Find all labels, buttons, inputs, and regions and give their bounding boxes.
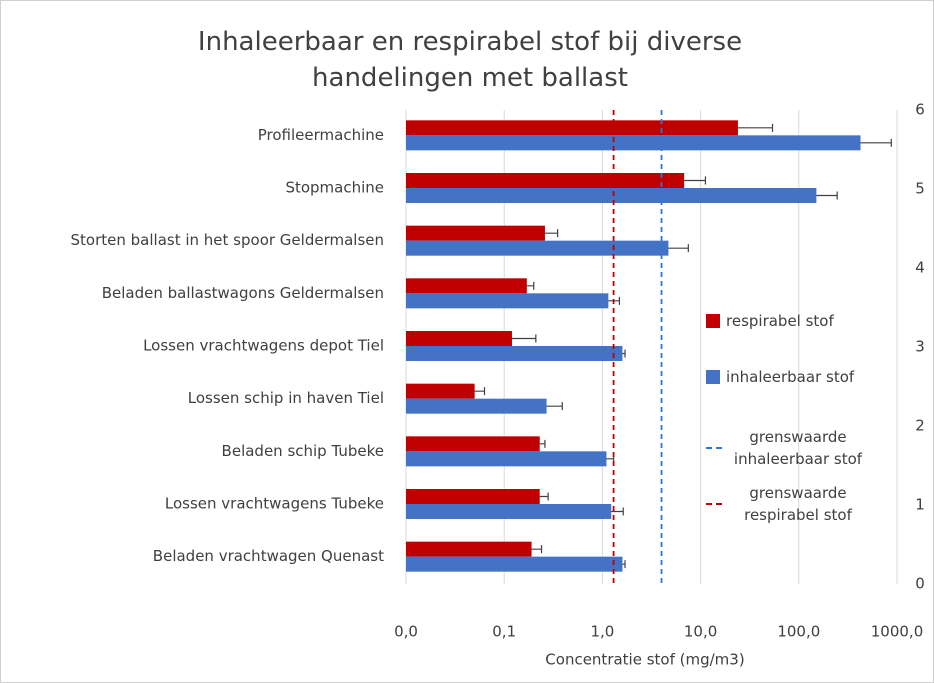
error-bar <box>611 507 624 516</box>
x-tick-label: 10,0 <box>684 623 717 641</box>
y-tick-label: Profileermachine <box>258 126 384 144</box>
legend-swatch <box>706 314 720 328</box>
error-bar <box>526 281 535 290</box>
bar <box>406 489 540 504</box>
error-bar <box>474 387 486 396</box>
legend-swatch <box>706 503 722 505</box>
error-bar <box>539 492 549 501</box>
bar <box>406 188 817 203</box>
y-tick-label: Stopmachine <box>285 179 384 197</box>
error-bar <box>737 123 774 132</box>
bar <box>406 346 623 361</box>
bar <box>406 556 623 572</box>
legend-swatch <box>706 370 720 384</box>
error-bar <box>816 191 838 200</box>
error-bar <box>539 439 546 448</box>
y-tick-label: Beladen vrachtwagen Quenast <box>153 547 384 565</box>
y-tick-label: Storten ballast in het spoor Geldermalse… <box>71 231 384 249</box>
bar <box>406 120 738 136</box>
x-tick-label: 1,0 <box>590 623 614 641</box>
legend-label: grenswaarde inhaleerbaar stof <box>733 428 863 468</box>
bar <box>406 451 607 467</box>
y2-tick-label: 2 <box>915 417 925 435</box>
x-tick-label: 100,0 <box>777 623 820 641</box>
legend-label: respirabel stof <box>726 312 834 330</box>
bar <box>406 383 475 399</box>
y2-tick-label: 1 <box>915 496 925 514</box>
error-bar <box>622 349 626 358</box>
y-tick-label: Lossen vrachtwagens Tubeke <box>165 495 384 513</box>
bar <box>406 331 512 346</box>
bar <box>406 504 612 519</box>
error-bar <box>668 244 689 253</box>
error-bar <box>622 560 626 569</box>
error-bar <box>544 229 559 238</box>
y-tick-label: Beladen ballastwagons Geldermalsen <box>102 284 384 302</box>
y2-tick-label: 3 <box>915 338 925 356</box>
bar <box>406 293 609 309</box>
x-tick-label: 0,1 <box>492 623 516 641</box>
legend-entry: respirabel stof <box>706 310 886 332</box>
y-tick-label: Lossen vrachtwagens depot Tiel <box>143 337 384 355</box>
bar <box>406 135 861 151</box>
y-tick-label: Lossen schip in haven Tiel <box>188 389 384 407</box>
error-bar <box>546 402 563 411</box>
legend-label: grenswaarde respirabel stof <box>744 484 852 524</box>
legend-label: inhaleerbaar stof <box>726 368 855 386</box>
x-tick-label: 1000,0 <box>871 623 924 641</box>
bar <box>406 541 532 557</box>
y2-tick-label: 0 <box>915 575 925 593</box>
legend-entry: grenswaarde respirabel stof <box>706 482 868 526</box>
y2-tick-label: 6 <box>915 101 925 119</box>
x-axis-label: Concentratie stof (mg/m3) <box>545 651 744 669</box>
error-bar <box>531 545 543 554</box>
legend-entry: grenswaarde inhaleerbaar stof <box>706 426 868 470</box>
bar <box>406 225 545 241</box>
y2-tick-label: 4 <box>915 259 925 277</box>
bar <box>406 173 685 188</box>
error-bar <box>860 138 892 147</box>
bar <box>406 240 669 256</box>
legend-entry: inhaleerbaar stof <box>706 366 886 388</box>
error-bar <box>684 176 707 185</box>
y2-tick-label: 5 <box>915 180 925 198</box>
error-bar <box>511 334 537 343</box>
y-tick-label: Beladen schip Tubeke <box>222 442 384 460</box>
legend-swatch <box>706 447 722 449</box>
chart-title: Inhaleerbaar en respirabel stof bij dive… <box>197 27 743 93</box>
bar <box>406 278 527 294</box>
x-tick-label: 0,0 <box>394 623 418 641</box>
error-bar <box>606 454 615 463</box>
bar <box>406 398 547 414</box>
bar <box>406 436 540 452</box>
